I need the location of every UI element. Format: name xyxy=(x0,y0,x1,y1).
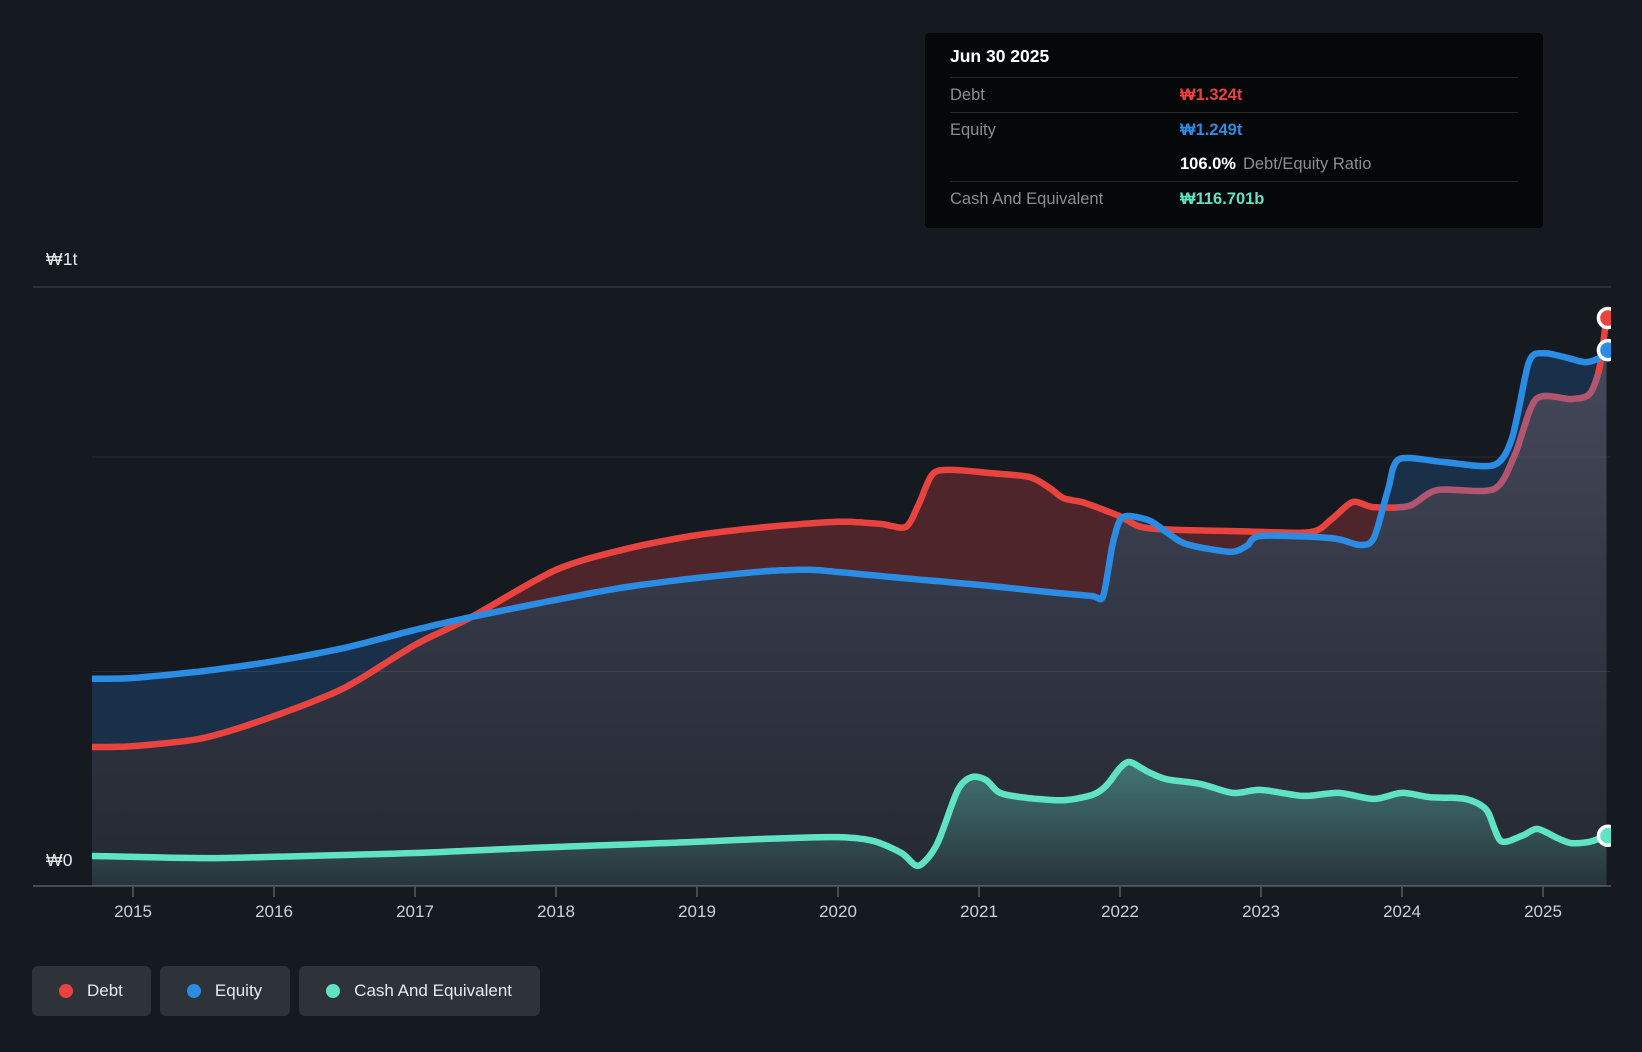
tooltip-cash-value: ₩116.701b xyxy=(1180,189,1265,208)
equity-line xyxy=(92,346,1610,683)
debt-line-muted-segment xyxy=(1395,364,1603,511)
x-axis-year-label: 2024 xyxy=(1383,902,1421,921)
chart-tooltip: Jun 30 2025 Debt ₩1.324t Equity ₩1.249t … xyxy=(925,33,1543,228)
tooltip-equity-value: ₩1.249t xyxy=(1180,120,1243,139)
x-axis-year-label: 2016 xyxy=(255,902,293,921)
x-axis-year-label: 2023 xyxy=(1242,902,1280,921)
legend-item-equity[interactable]: Equity xyxy=(159,966,291,1016)
y-axis-label-0: ₩0 xyxy=(46,850,73,870)
equity-area-fill xyxy=(92,350,1607,886)
cash-endpoint-marker[interactable] xyxy=(1596,824,1617,848)
legend-label: Debt xyxy=(87,981,123,1000)
legend-item-cash-and-equivalent[interactable]: Cash And Equivalent xyxy=(299,966,541,1016)
legend-dot-icon xyxy=(186,984,201,998)
x-axis-year-label: 2021 xyxy=(960,902,998,921)
debt-line xyxy=(92,466,1403,751)
tooltip-date: Jun 30 2025 xyxy=(950,46,1050,66)
x-axis-year-label: 2015 xyxy=(114,902,152,921)
tooltip-cash-label: Cash And Equivalent xyxy=(950,189,1104,208)
legend-item-debt[interactable]: Debt xyxy=(32,966,151,1016)
x-axis-year-label: 2020 xyxy=(819,902,857,921)
legend-dot-icon xyxy=(59,984,73,998)
tooltip-ratio-label: Debt/Equity Ratio xyxy=(1242,154,1372,173)
tooltip-row-ratio: 106.0% Debt/Equity Ratio xyxy=(950,147,1518,181)
equity-endpoint-marker[interactable] xyxy=(1596,338,1617,362)
tooltip-debt-value: ₩1.324t xyxy=(1180,85,1243,104)
x-axis-ticks xyxy=(132,886,1544,897)
tooltip-debt-label: Debt xyxy=(950,85,985,104)
tooltip-row-debt: Debt ₩1.324t xyxy=(950,77,1518,112)
legend-label: Equity xyxy=(214,981,263,1000)
x-axis-year-label: 2018 xyxy=(537,902,575,921)
cash-line xyxy=(92,758,1610,870)
equity-over-debt-fill xyxy=(92,353,1601,747)
legend-dot-icon xyxy=(326,984,341,998)
x-axis-year-labels: 2015 2016 2017 2018 2019 2020 2021 2022 2023 2024… xyxy=(0,902,1642,926)
tooltip-ratio-value: 106.0% xyxy=(1180,154,1236,173)
y-axis-label-1t: ₩1t xyxy=(46,249,78,269)
legend-label: Cash And Equivalent xyxy=(354,981,513,1000)
x-axis-year-label: 2019 xyxy=(678,902,716,921)
debt-endpoint-marker[interactable] xyxy=(1596,306,1617,330)
x-axis-year-label: 2017 xyxy=(396,902,434,921)
tooltip-row-equity: Equity ₩1.249t xyxy=(950,112,1518,147)
debt-over-equity-fill xyxy=(473,318,1607,617)
tooltip-equity-label: Equity xyxy=(950,120,996,139)
chart-legend: Debt Equity Cash And Equivalent xyxy=(32,966,541,1016)
tooltip-row-cash: Cash And Equivalent ₩116.701b xyxy=(950,181,1518,216)
x-axis-year-label: 2025 xyxy=(1524,902,1562,921)
x-axis-year-label: 2022 xyxy=(1101,902,1139,921)
